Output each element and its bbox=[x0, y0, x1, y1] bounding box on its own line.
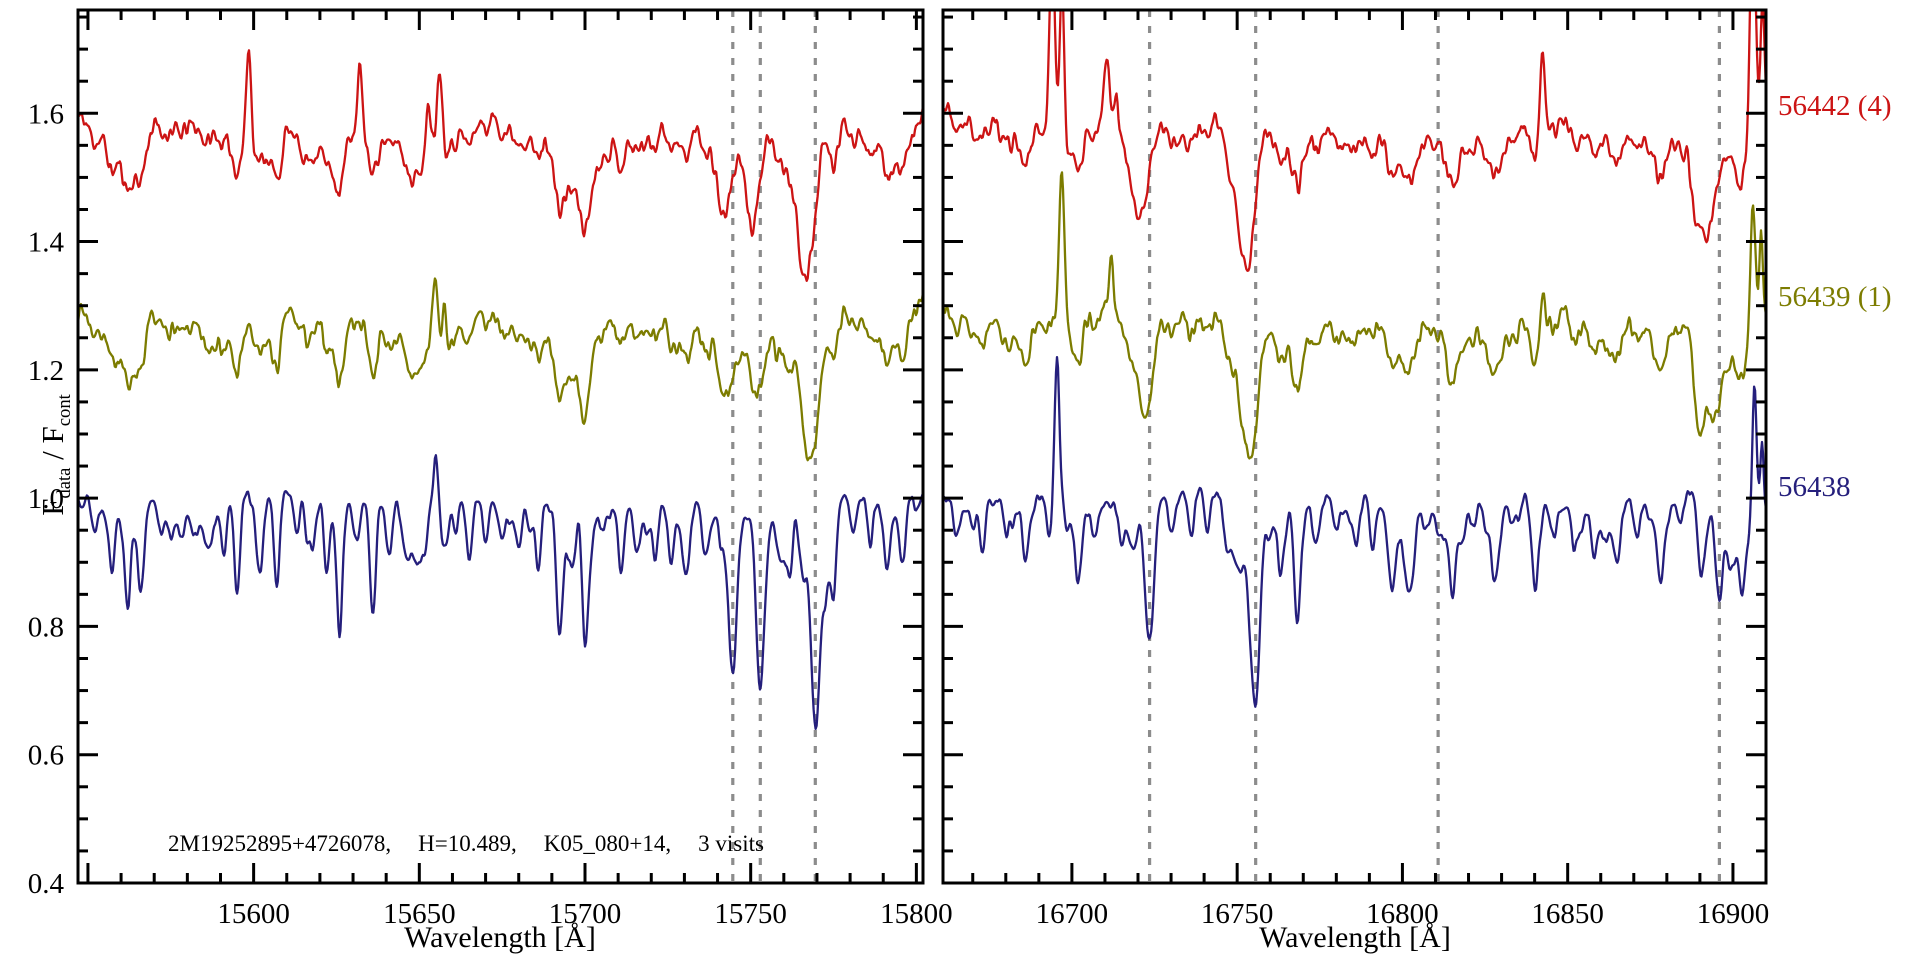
x-tick-label: 15750 bbox=[714, 898, 787, 930]
target-annotation: 2M19252895+4726078, H=10.489, K05_080+14, 3… bbox=[168, 831, 764, 857]
series-label-56439: 56439 (1) bbox=[1778, 281, 1892, 313]
y-axis-title-sub-data: data bbox=[54, 467, 76, 499]
x-tick-label: 15600 bbox=[217, 898, 290, 930]
y-tick-label: 0.6 bbox=[28, 740, 64, 772]
y-tick-label: 1.0 bbox=[28, 483, 64, 515]
x-tick-label: 16750 bbox=[1201, 898, 1274, 930]
axis-frame bbox=[941, 8, 1768, 885]
x-tick-label: 16800 bbox=[1366, 898, 1439, 930]
y-axis-title-f: F bbox=[35, 498, 70, 516]
x-tick-label: 15700 bbox=[549, 898, 622, 930]
y-tick-label: 1.4 bbox=[28, 227, 65, 259]
panel-right: 16700 16750 16800 16850 16900 bbox=[941, 8, 1770, 930]
spectrum-56442 bbox=[943, 10, 1766, 272]
y-axis-title: Fdata / Fcont bbox=[35, 295, 79, 615]
x-tick-label: 15650 bbox=[383, 898, 456, 930]
spectrum-56439 bbox=[78, 277, 923, 462]
spectrum-56439 bbox=[943, 171, 1766, 460]
x-tick-label: 16700 bbox=[1036, 898, 1109, 930]
spectrum-56438 bbox=[78, 454, 923, 731]
x-tick-label: 15800 bbox=[880, 898, 953, 930]
x-tick-label: 16900 bbox=[1697, 898, 1770, 930]
series-label-56442: 56442 (4) bbox=[1778, 90, 1892, 122]
h-magnitude: H=10.489, bbox=[418, 831, 517, 856]
spectrum-56438 bbox=[943, 355, 1766, 708]
x-tick-label: 16850 bbox=[1531, 898, 1604, 930]
x-axis-title-left: Wavelength [Å] bbox=[404, 921, 596, 954]
panel-left: 15600 15650 15700 15750 15800 0.4 0.6 0.8 1.0 1.2… bbox=[28, 8, 953, 930]
y-tick-label: 0.4 bbox=[28, 868, 65, 900]
y-tick-label: 1.2 bbox=[28, 355, 64, 387]
x-axis-title-right: Wavelength [Å] bbox=[1259, 921, 1451, 954]
y-axis-title-sub-cont: cont bbox=[54, 394, 76, 427]
axis-frame bbox=[76, 8, 925, 885]
visit-count: 3 visits bbox=[698, 831, 764, 856]
y-tick-label: 0.8 bbox=[28, 611, 64, 643]
series-label-56438: 56438 bbox=[1778, 471, 1851, 503]
spectrum-56442 bbox=[78, 49, 923, 282]
field-name: K05_080+14, bbox=[543, 831, 672, 856]
y-axis-title-mid: / F bbox=[35, 426, 70, 468]
target-id: 2M19252895+4726078, bbox=[168, 831, 392, 856]
y-tick-label: 1.6 bbox=[28, 98, 64, 130]
